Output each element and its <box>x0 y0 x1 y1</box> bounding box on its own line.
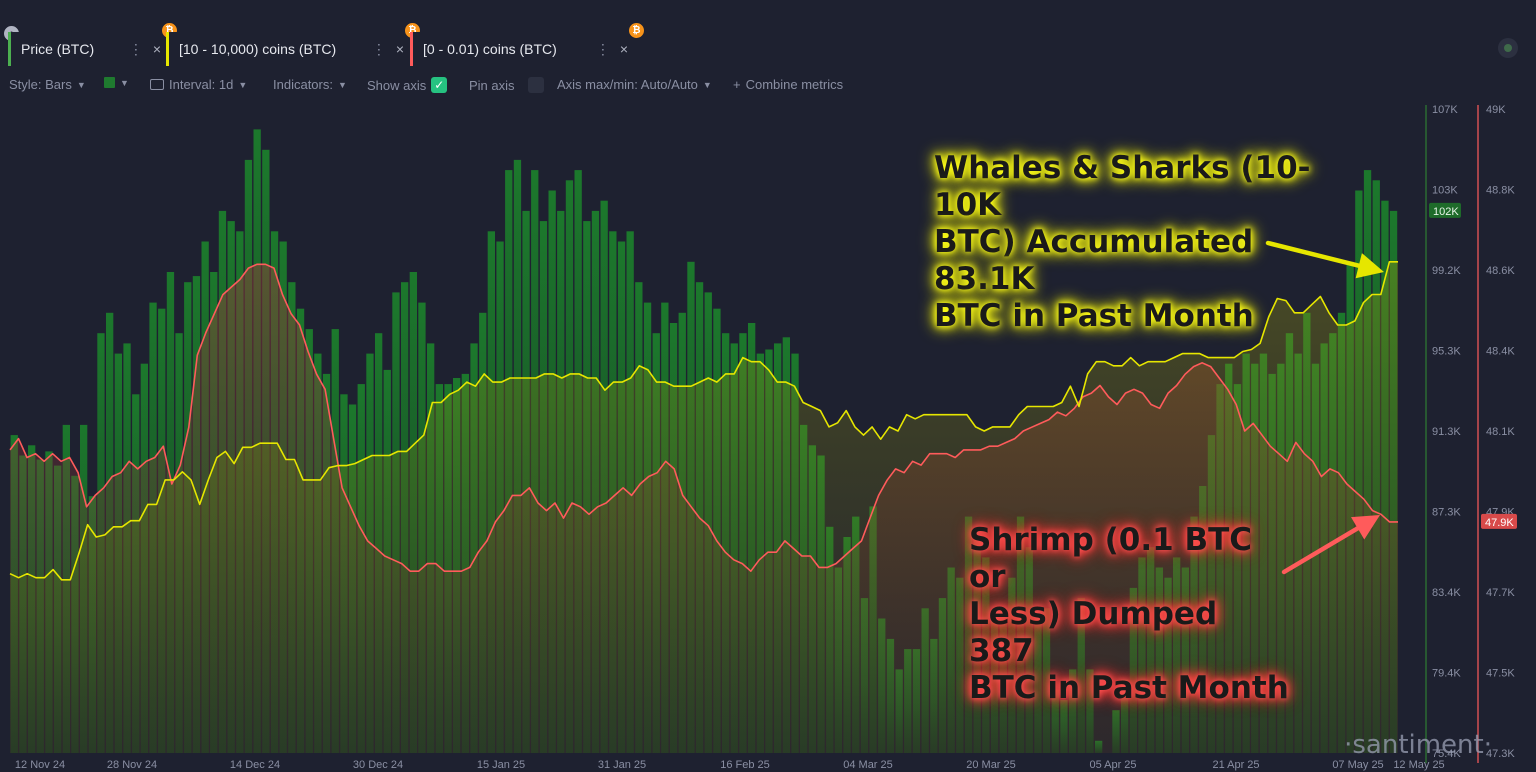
indicators-dropdown[interactable]: Indicators: ▼ <box>273 77 347 92</box>
metric-chip-shrimp[interactable]: [0 - 0.01) coins (BTC) ⋮ × ₿ <box>410 23 644 66</box>
shrimp-current-label: 47.9K <box>1485 517 1514 529</box>
kebab-menu-icon[interactable]: ⋮ <box>128 40 143 57</box>
annotation-arrows <box>1265 240 1384 575</box>
color-picker[interactable]: ▼ <box>104 77 129 88</box>
right-axis-tick-label: 47.7K <box>1486 587 1515 599</box>
metric-label: Price (BTC) <box>21 41 95 57</box>
left-axis-tick-label: 103K <box>1432 185 1458 197</box>
shrimp-current-badge <box>1481 513 1517 529</box>
metric-tabs: 🔒︎ Price (BTC) ⋮ × ₿ [10 - 10,000) coins… <box>0 18 1536 74</box>
kebab-menu-icon[interactable]: ⋮ <box>595 40 610 57</box>
axis-maxmin-dropdown[interactable]: Axis max/min: Auto/Auto ▼ <box>557 77 712 92</box>
whale-series-area <box>10 261 1398 753</box>
series-area-fills <box>10 261 1398 753</box>
whale-callout-line: BTC) Accumulated 83.1K <box>934 224 1254 297</box>
x-axis-tick-label: 12 Nov 24 <box>15 759 65 771</box>
chevron-down-icon: ▼ <box>238 79 248 90</box>
x-axis-tick-label: 30 Dec 24 <box>353 759 403 771</box>
price-current-label: 102K <box>1433 206 1459 218</box>
whale-callout: Whales & Sharks (10-10K BTC) Accumulated… <box>934 150 1354 335</box>
plus-icon: + <box>733 77 741 92</box>
right-axis-tick-label: 48.1K <box>1486 426 1515 438</box>
right-axis-tick-label: 48.6K <box>1486 265 1515 277</box>
x-axis-tick-label: 07 May 25 <box>1332 759 1383 771</box>
interval-label: Interval: 1d <box>169 77 234 92</box>
chevron-down-icon: ▼ <box>337 79 347 90</box>
chevron-down-icon: ▼ <box>702 79 712 90</box>
left-axis-tick-label: 107K <box>1432 104 1458 116</box>
shrimp-callout-line: Shrimp (0.1 BTC or <box>969 522 1252 595</box>
shrimp-series-line <box>9 263 1398 572</box>
close-icon[interactable]: × <box>152 41 161 57</box>
x-axis-tick-label: 20 Mar 25 <box>966 759 1016 771</box>
metric-label: [10 - 10,000) coins (BTC) <box>179 41 337 57</box>
axis-maxmin-label: Axis max/min: Auto/Auto <box>557 77 698 92</box>
x-axis-tick-label: 12 May 25 <box>1393 759 1444 771</box>
color-swatch <box>104 77 115 88</box>
santiment-watermark: ·santiment· <box>1344 730 1492 760</box>
price-current-badge <box>1429 202 1461 218</box>
axes: 107K 103K 99.2K 95.3K 91.3K 87.3K 83.4K 79.4K 75… <box>15 104 1517 771</box>
metric-label: [0 - 0.01) coins (BTC) <box>423 41 557 57</box>
whale-callout-line: Whales & Sharks (10-10K <box>934 150 1311 223</box>
style-dropdown[interactable]: Style: Bars ▼ <box>9 77 86 92</box>
show-axis-toggle[interactable]: Show axis ✓ <box>367 77 448 93</box>
x-axis-tick-label: 28 Nov 24 <box>107 759 157 771</box>
right-axis-tick-label: 47.3K <box>1486 748 1515 760</box>
shrimp-callout-line: BTC in Past Month <box>969 670 1289 706</box>
left-axis-tick-label: 95.3K <box>1432 346 1461 358</box>
show-axis-label: Show axis <box>367 77 427 93</box>
x-axis-tick-label: 15 Jan 25 <box>477 759 525 771</box>
interval-dropdown[interactable]: Interval: 1d ▼ <box>150 77 247 92</box>
indicators-label: Indicators: <box>273 77 333 92</box>
left-axis-tick-label: 99.2K <box>1432 265 1461 277</box>
right-axis-tick-label: 48.8K <box>1486 185 1515 197</box>
shrimp-arrow-shaft <box>1281 526 1360 575</box>
calendar-icon <box>150 79 164 90</box>
left-axis-tick-label: 87.3K <box>1432 507 1461 519</box>
shrimp-arrow-head <box>1351 515 1380 540</box>
whale-series-line <box>9 261 1398 581</box>
right-axis-tick-label: 48.4K <box>1486 346 1515 358</box>
x-axis-tick-label: 05 Apr 25 <box>1089 759 1136 771</box>
right-axis-tick-label: 49K <box>1486 104 1506 116</box>
metric-chip-whales[interactable]: [10 - 10,000) coins (BTC) ⋮ × ₿ <box>166 23 420 66</box>
metric-chip-price[interactable]: Price (BTC) ⋮ × ₿ <box>8 23 177 66</box>
pin-axis-label: Pin axis <box>469 77 515 93</box>
pin-axis-toggle[interactable]: Pin axis <box>469 77 544 93</box>
chevron-down-icon: ▼ <box>120 77 129 88</box>
x-axis-tick-label: 14 Dec 24 <box>230 759 280 771</box>
left-axis-tick-label: 91.3K <box>1432 426 1461 438</box>
settings-dot-icon[interactable] <box>1498 38 1518 58</box>
whale-arrow-head <box>1355 253 1384 279</box>
close-icon[interactable]: × <box>395 41 404 57</box>
checkbox-checked-icon[interactable]: ✓ <box>431 77 448 93</box>
left-axis-tick-label: 83.4K <box>1432 587 1461 599</box>
chevron-down-icon: ▼ <box>76 79 86 90</box>
left-axis-tick-label: 75.4K <box>1432 748 1461 760</box>
shrimp-callout-line: Less) Dumped 387 <box>969 596 1218 669</box>
x-axis-tick-label: 04 Mar 25 <box>843 759 893 771</box>
combine-metrics-button[interactable]: + Combine metrics <box>733 77 843 92</box>
close-icon[interactable]: × <box>619 41 628 57</box>
series-lines <box>9 261 1398 581</box>
style-label: Style: Bars <box>9 77 72 92</box>
whale-arrow-shaft <box>1265 240 1362 268</box>
bitcoin-icon: ₿ <box>629 23 644 38</box>
checkbox-empty-icon[interactable] <box>527 77 544 93</box>
x-axis-tick-label: 31 Jan 25 <box>598 759 646 771</box>
x-axis-tick-label: 16 Feb 25 <box>720 759 770 771</box>
shrimp-callout: Shrimp (0.1 BTC or Less) Dumped 387 BTC … <box>969 522 1289 707</box>
whale-callout-line: BTC in Past Month <box>934 298 1254 334</box>
kebab-menu-icon[interactable]: ⋮ <box>371 40 386 57</box>
left-axis-tick-label: 79.4K <box>1432 668 1461 680</box>
x-axis-tick-label: 21 Apr 25 <box>1212 759 1259 771</box>
chart-toolbar: Style: Bars ▼ ▼ Interval: 1d ▼ Indicator… <box>0 74 900 96</box>
combine-label: Combine metrics <box>745 77 844 92</box>
right-axis-tick-label: 47.5K <box>1486 668 1515 680</box>
